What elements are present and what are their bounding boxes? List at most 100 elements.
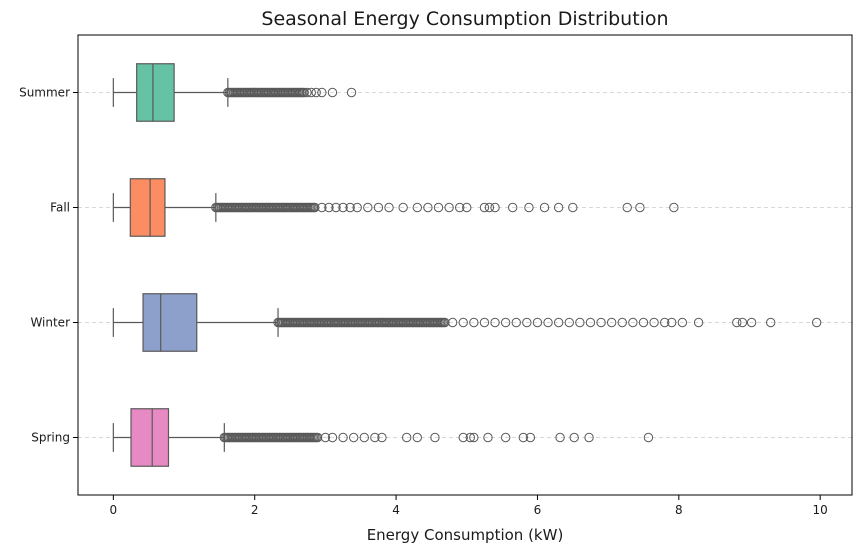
y-tick-label-winter: Winter (30, 316, 70, 330)
outlier-point (465, 432, 476, 443)
outlier-point (522, 317, 532, 328)
outlier-point (811, 317, 822, 328)
outlier-point (412, 202, 422, 213)
x-axis-label: Energy Consumption (kW) (367, 526, 564, 544)
outlier-point (458, 317, 468, 328)
outlier-point (677, 317, 688, 328)
outlier-point (324, 202, 334, 213)
outlier-point (575, 317, 585, 328)
outlier-point (737, 317, 748, 328)
box-summer (112, 63, 229, 122)
outlier-point (444, 202, 454, 213)
outlier-point (479, 317, 490, 328)
plot-frame (77, 34, 853, 496)
outlier-point (568, 202, 578, 213)
outlier-point (458, 432, 468, 443)
outlier-point (500, 317, 511, 328)
outlier-point (423, 202, 433, 213)
outlier-point (359, 432, 369, 443)
outlier-point (732, 317, 742, 328)
outlier-point (352, 202, 362, 213)
outlier-point (584, 432, 594, 443)
x-tick-label: 8 (675, 503, 683, 517)
outlier-point (635, 202, 645, 213)
outlier-point (462, 202, 472, 213)
outlier-point (569, 432, 579, 443)
outlier-point (440, 317, 450, 328)
outliers-summer (223, 87, 357, 98)
outlier-point (585, 317, 596, 328)
outlier-point (373, 202, 384, 213)
outlier-point (564, 317, 574, 328)
outlier-point (433, 202, 444, 213)
outlier-point (606, 317, 617, 328)
box-winter (112, 293, 279, 352)
outlier-point (483, 432, 493, 443)
outlier-point (327, 432, 338, 443)
outlier-point (312, 432, 323, 443)
outlier-point (659, 317, 670, 328)
iqr-box-winter (142, 293, 198, 352)
grid-lines (78, 92, 852, 438)
outlier-point (539, 202, 550, 213)
outlier-point (320, 432, 331, 443)
outlier-point (306, 87, 316, 98)
outlier-point (299, 87, 309, 98)
outlier-point (532, 317, 543, 328)
outlier-point (401, 432, 412, 443)
outlier-point (649, 317, 659, 328)
box-layer (112, 63, 279, 467)
y-tick-label-summer: Summer (19, 86, 70, 100)
outlier-point (348, 432, 359, 443)
outlier-point (327, 87, 338, 98)
outlier-point (628, 317, 638, 328)
outlier-point (500, 432, 511, 443)
outlier-point (667, 317, 677, 328)
outlier-point (363, 202, 373, 213)
outlier-point (484, 202, 495, 213)
outlier-point (302, 87, 312, 98)
outlier-point (490, 202, 500, 213)
outlier-point (617, 317, 627, 328)
outlier-point (669, 202, 679, 213)
outliers-winter (273, 317, 822, 328)
outlier-point (331, 202, 341, 213)
x-tick-label: 10 (813, 503, 828, 517)
x-tick-label: 2 (251, 503, 259, 517)
iqr-box-fall (129, 178, 166, 237)
outlier-point (479, 202, 490, 213)
outlier-point (346, 87, 357, 98)
outlier-point (398, 202, 408, 213)
outliers-fall (211, 202, 679, 213)
y-tick-label-spring: Spring (31, 431, 70, 445)
box-spring (112, 408, 225, 467)
outlier-point (553, 202, 564, 213)
box-fall (112, 178, 217, 237)
outlier-point (596, 317, 606, 328)
outlier-point (338, 202, 348, 213)
outlier-point (469, 432, 479, 443)
outlier-point (338, 432, 348, 443)
outlier-point (345, 202, 355, 213)
outlier-point (469, 317, 479, 328)
outlier-point (490, 317, 500, 328)
outlier-point (511, 317, 521, 328)
axis-layer: Summer Fall Winter Spring 0 2 4 6 8 10 (19, 86, 828, 518)
outlier-point (317, 87, 327, 98)
y-tick-label-fall: Fall (50, 201, 70, 215)
outlier-point (412, 432, 422, 443)
x-tick-label: 0 (110, 503, 118, 517)
outlier-point (454, 202, 465, 213)
outlier-point (746, 317, 757, 328)
outlier-point (508, 202, 518, 213)
outlier-point (377, 432, 387, 443)
outlier-layer (211, 87, 822, 443)
outlier-point (553, 317, 564, 328)
outlier-point (766, 317, 776, 328)
outlier-point (693, 317, 704, 328)
outlier-point (447, 317, 458, 328)
outlier-point (311, 87, 321, 98)
outlier-point (524, 202, 534, 213)
outlier-point (430, 432, 440, 443)
